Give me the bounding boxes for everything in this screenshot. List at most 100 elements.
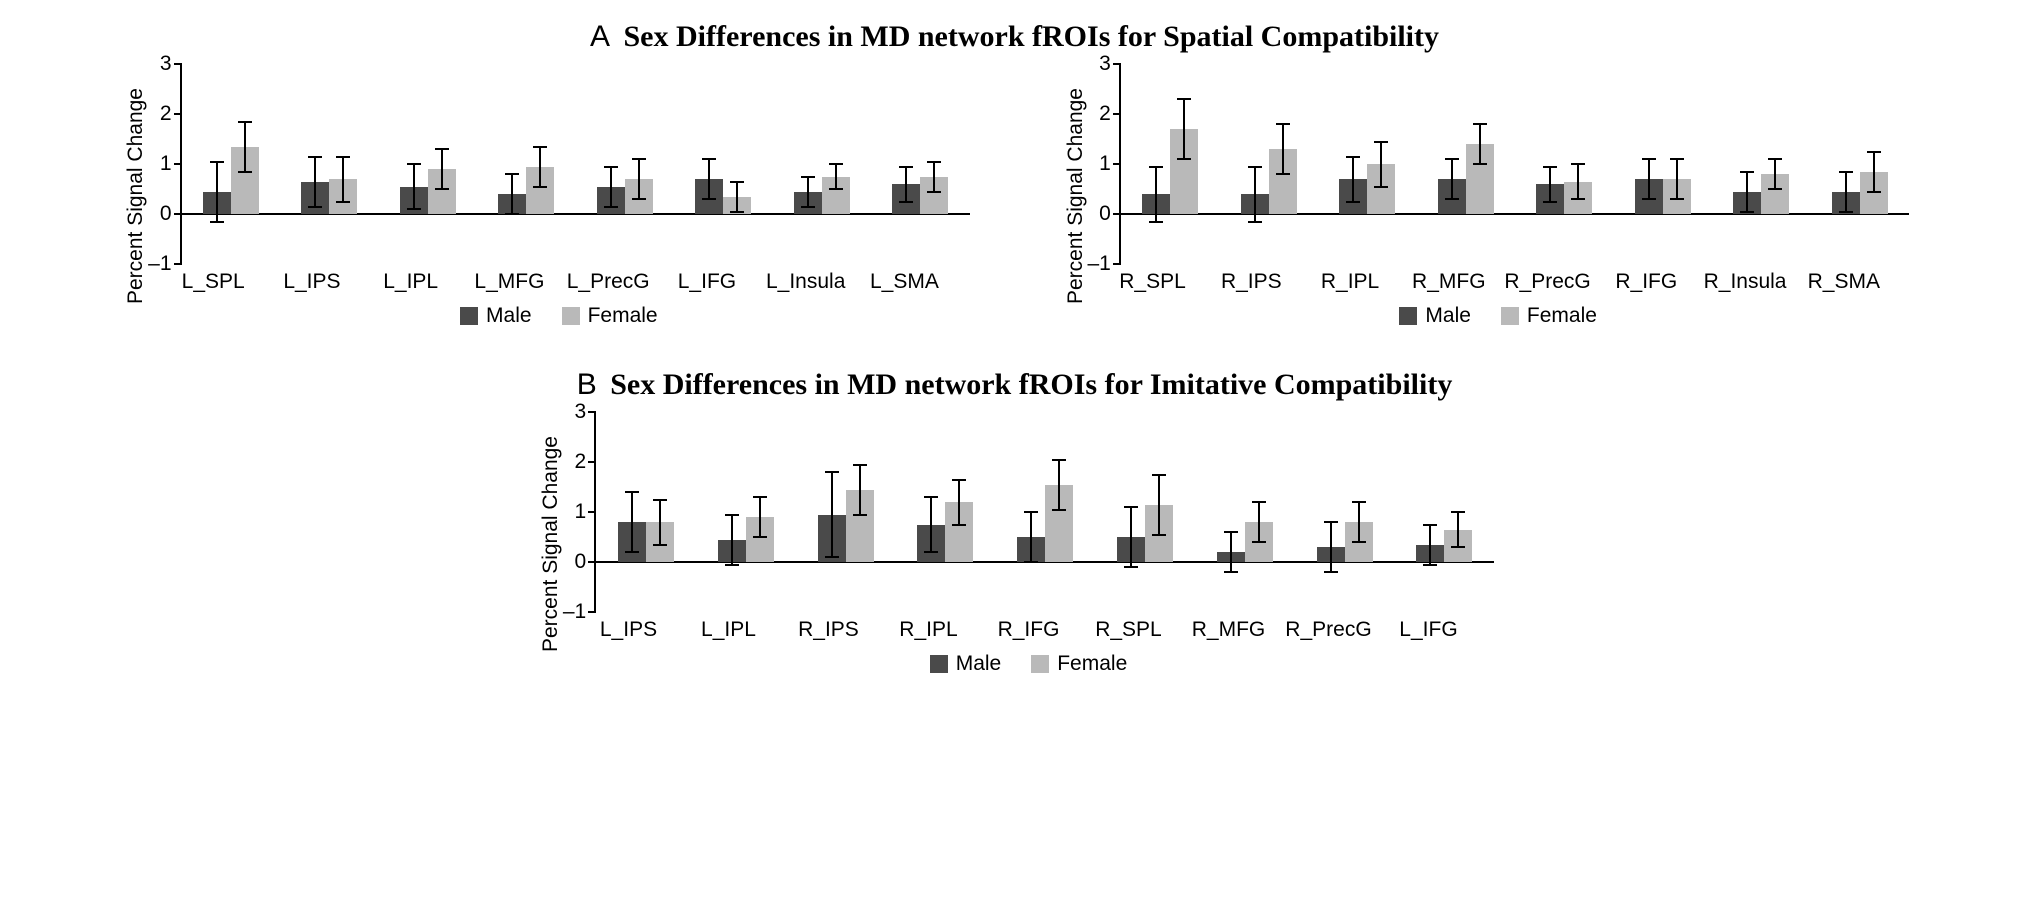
bar-male bbox=[1832, 64, 1860, 264]
legend-swatch bbox=[930, 655, 948, 673]
xtick-label: R_PrecG bbox=[1498, 270, 1597, 294]
errorcap-top bbox=[801, 176, 815, 178]
bar-male bbox=[597, 64, 625, 264]
errorcap-bottom bbox=[625, 551, 639, 553]
errorbar bbox=[1155, 167, 1157, 222]
errorcap-bottom bbox=[1177, 158, 1191, 160]
errorbar bbox=[1845, 172, 1847, 212]
errorcap-bottom bbox=[1352, 541, 1366, 543]
xtick-label: L_IPL bbox=[361, 270, 460, 294]
errorcap-bottom bbox=[1543, 201, 1557, 203]
ytick-mark bbox=[1113, 213, 1121, 215]
errorbar bbox=[807, 177, 809, 207]
panel-b-row: Percent Signal Change 3210–1 L_IPSL_IPLR… bbox=[30, 412, 1999, 676]
errorbar bbox=[413, 164, 415, 209]
errorcap-bottom bbox=[1571, 198, 1585, 200]
bar-group bbox=[1394, 412, 1494, 612]
bar-female bbox=[329, 64, 357, 264]
bar-group bbox=[1295, 412, 1395, 612]
bar-female bbox=[723, 64, 751, 264]
errorcap-top bbox=[632, 158, 646, 160]
bar-male bbox=[1339, 64, 1367, 264]
errorbar bbox=[342, 157, 344, 202]
xtick-label: R_SPL bbox=[1103, 270, 1202, 294]
errorcap-top bbox=[1867, 151, 1881, 153]
bar-female bbox=[1444, 412, 1472, 612]
bar-group bbox=[477, 64, 576, 264]
errorcap-top bbox=[1024, 511, 1038, 513]
bar-group bbox=[1810, 64, 1909, 264]
errorbar bbox=[1676, 159, 1678, 199]
errorcap-bottom bbox=[1124, 566, 1138, 568]
xlabels-b: L_IPSL_IPLR_IPSR_IPLR_IFGR_SPLR_MFGR_Pre… bbox=[578, 618, 1478, 642]
errorcap-bottom bbox=[825, 556, 839, 558]
errorbar bbox=[1746, 172, 1748, 212]
bar-female bbox=[1269, 64, 1297, 264]
bar-male bbox=[1017, 412, 1045, 612]
ytick-mark bbox=[1113, 63, 1121, 65]
errorbar bbox=[511, 174, 513, 214]
bar-female bbox=[1145, 412, 1173, 612]
bar-female bbox=[1170, 64, 1198, 264]
errorcap-top bbox=[336, 156, 350, 158]
bar-female bbox=[746, 412, 774, 612]
errorcap-top bbox=[1374, 141, 1388, 143]
errorcap-bottom bbox=[725, 564, 739, 566]
errorcap-top bbox=[1248, 166, 1262, 168]
legend-label: Female bbox=[1057, 652, 1127, 676]
legend-swatch bbox=[1501, 307, 1519, 325]
errorbar bbox=[1577, 164, 1579, 199]
bar-group bbox=[896, 412, 996, 612]
errorbar bbox=[539, 147, 541, 187]
panel-a-title-text: Sex Differences in MD network fROIs for … bbox=[624, 20, 1440, 53]
errorcap-bottom bbox=[730, 211, 744, 213]
bar-group bbox=[796, 412, 896, 612]
xtick-label: R_Insula bbox=[1696, 270, 1795, 294]
errorcap-top bbox=[1149, 166, 1163, 168]
errorcap-bottom bbox=[1423, 564, 1437, 566]
errorbar bbox=[1030, 512, 1032, 562]
plot-a-right bbox=[1119, 64, 1909, 264]
errorbar bbox=[1058, 460, 1060, 510]
errorcap-top bbox=[1324, 521, 1338, 523]
panel-a-row: Percent Signal Change 3210–1 L_SPLL_IPSL… bbox=[30, 64, 1999, 328]
errorbar bbox=[736, 182, 738, 212]
errorbar bbox=[958, 480, 960, 525]
errorbar bbox=[1130, 507, 1132, 567]
errorcap-bottom bbox=[210, 221, 224, 223]
bar-male bbox=[1733, 64, 1761, 264]
errorcap-bottom bbox=[1445, 198, 1459, 200]
bar-group bbox=[1712, 64, 1811, 264]
errorcap-top bbox=[1768, 158, 1782, 160]
bar-male bbox=[400, 64, 428, 264]
errorcap-top bbox=[1052, 459, 1066, 461]
errorcap-top bbox=[1224, 531, 1238, 533]
ytick-mark bbox=[174, 63, 182, 65]
ytick-mark bbox=[174, 163, 182, 165]
legend-label: Male bbox=[1425, 304, 1471, 328]
errorcap-bottom bbox=[1252, 541, 1266, 543]
errorbar bbox=[1158, 475, 1160, 535]
legend-label: Female bbox=[588, 304, 658, 328]
errorbar bbox=[759, 497, 761, 537]
bar-group bbox=[1515, 64, 1614, 264]
errorcap-top bbox=[1839, 171, 1853, 173]
bar-female bbox=[231, 64, 259, 264]
panel-b-block: Percent Signal Change 3210–1 L_IPSL_IPLR… bbox=[535, 412, 1494, 676]
errorcap-top bbox=[725, 514, 739, 516]
panel-b-title-text: Sex Differences in MD network fROIs for … bbox=[610, 368, 1452, 401]
errorcap-bottom bbox=[1670, 198, 1684, 200]
errorcap-top bbox=[1276, 123, 1290, 125]
errorcap-bottom bbox=[653, 544, 667, 546]
errorbar bbox=[638, 159, 640, 199]
bar-group bbox=[696, 412, 796, 612]
bar-group bbox=[1195, 412, 1295, 612]
errorcap-top bbox=[625, 491, 639, 493]
ylabel-b: Percent Signal Change bbox=[535, 412, 563, 676]
errorbar bbox=[731, 515, 733, 565]
bar-group bbox=[576, 64, 675, 264]
bars-row bbox=[596, 412, 1494, 612]
errorbar bbox=[859, 465, 861, 515]
panel-a-left-block: Percent Signal Change 3210–1 L_SPLL_IPSL… bbox=[120, 64, 969, 328]
bar-group bbox=[379, 64, 478, 264]
